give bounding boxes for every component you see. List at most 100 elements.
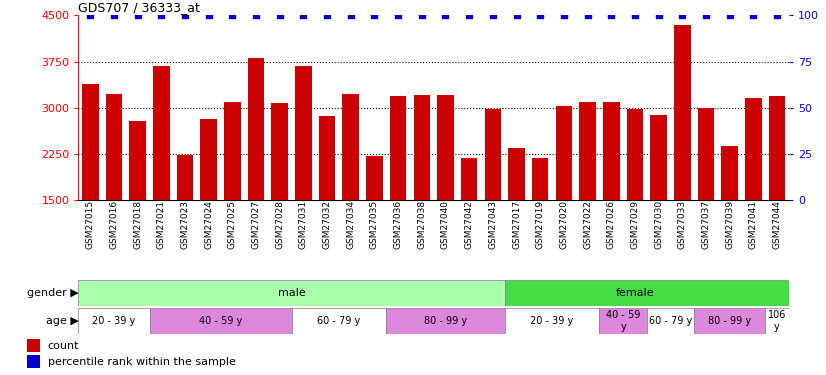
Text: 106
y: 106 y xyxy=(768,310,786,332)
Bar xyxy=(769,96,786,200)
Point xyxy=(297,12,310,18)
Text: GSM27024: GSM27024 xyxy=(204,200,213,249)
Bar xyxy=(674,24,691,200)
Bar xyxy=(295,66,311,200)
Point xyxy=(723,12,736,18)
Point xyxy=(605,12,618,18)
Text: GSM27027: GSM27027 xyxy=(252,200,260,249)
Bar xyxy=(319,116,335,200)
Text: GSM27035: GSM27035 xyxy=(370,200,379,249)
Text: GSM27033: GSM27033 xyxy=(678,200,686,249)
Bar xyxy=(224,102,240,200)
Bar xyxy=(603,102,620,200)
Text: GSM27029: GSM27029 xyxy=(630,200,639,249)
Text: age ▶: age ▶ xyxy=(45,316,78,326)
Bar xyxy=(387,308,505,334)
Text: GSM27018: GSM27018 xyxy=(133,200,142,249)
Point xyxy=(510,12,523,18)
Bar xyxy=(292,308,387,334)
Text: GSM27038: GSM27038 xyxy=(417,200,426,249)
Bar xyxy=(694,308,765,334)
Bar xyxy=(414,95,430,200)
Bar xyxy=(485,109,501,200)
Point xyxy=(154,12,168,18)
Text: GSM27028: GSM27028 xyxy=(275,200,284,249)
Bar xyxy=(130,122,146,200)
Bar xyxy=(600,308,647,334)
Point xyxy=(368,12,381,18)
Text: 20 - 39 y: 20 - 39 y xyxy=(93,316,135,326)
Point xyxy=(439,12,452,18)
Text: 40 - 59 y: 40 - 59 y xyxy=(199,316,242,326)
Text: GSM27041: GSM27041 xyxy=(749,200,757,249)
Point xyxy=(202,12,216,18)
Text: GSM27022: GSM27022 xyxy=(583,200,592,249)
Point xyxy=(700,12,713,18)
Text: 20 - 39 y: 20 - 39 y xyxy=(530,316,574,326)
Text: 60 - 79 y: 60 - 79 y xyxy=(317,316,361,326)
Bar xyxy=(505,308,600,334)
Text: GDS707 / 36333_at: GDS707 / 36333_at xyxy=(78,1,201,14)
Point xyxy=(652,12,665,18)
Point xyxy=(558,12,571,18)
Text: GSM27037: GSM27037 xyxy=(701,200,710,249)
Point xyxy=(320,12,334,18)
Point xyxy=(771,12,784,18)
Bar xyxy=(27,355,40,369)
Bar xyxy=(106,94,122,200)
Bar xyxy=(82,84,98,200)
Bar xyxy=(150,308,292,334)
Text: female: female xyxy=(615,288,654,298)
Text: GSM27023: GSM27023 xyxy=(181,200,189,249)
Text: 80 - 99 y: 80 - 99 y xyxy=(424,316,467,326)
Bar xyxy=(201,119,217,200)
Bar xyxy=(78,308,150,334)
Bar xyxy=(153,66,169,200)
Point xyxy=(83,12,97,18)
Text: GSM27042: GSM27042 xyxy=(465,200,473,249)
Point xyxy=(676,12,689,18)
Bar xyxy=(272,103,288,200)
Point xyxy=(107,12,121,18)
Text: GSM27025: GSM27025 xyxy=(228,200,237,249)
Text: GSM27034: GSM27034 xyxy=(346,200,355,249)
Point xyxy=(392,12,405,18)
Bar xyxy=(248,58,264,200)
Bar xyxy=(698,108,714,200)
Text: GSM27036: GSM27036 xyxy=(394,200,402,249)
Text: 60 - 79 y: 60 - 79 y xyxy=(648,316,692,326)
Bar xyxy=(647,308,694,334)
Point xyxy=(225,12,239,18)
Bar xyxy=(650,114,667,200)
Text: GSM27017: GSM27017 xyxy=(512,200,521,249)
Point xyxy=(629,12,642,18)
Point xyxy=(463,12,476,18)
Point xyxy=(249,12,263,18)
Bar xyxy=(508,148,525,200)
Text: gender ▶: gender ▶ xyxy=(26,288,78,298)
Text: GSM27016: GSM27016 xyxy=(110,200,118,249)
Text: male: male xyxy=(278,288,306,298)
Text: GSM27020: GSM27020 xyxy=(559,200,568,249)
Bar xyxy=(721,146,738,200)
Text: GSM27031: GSM27031 xyxy=(299,200,308,249)
Text: 80 - 99 y: 80 - 99 y xyxy=(708,316,751,326)
Bar xyxy=(505,280,789,306)
Text: GSM27044: GSM27044 xyxy=(772,200,781,249)
Text: GSM27032: GSM27032 xyxy=(323,200,331,249)
Point xyxy=(131,12,145,18)
Text: GSM27019: GSM27019 xyxy=(536,200,544,249)
Text: GSM27021: GSM27021 xyxy=(157,200,166,249)
Point xyxy=(415,12,429,18)
Text: GSM27039: GSM27039 xyxy=(725,200,734,249)
Bar xyxy=(765,308,789,334)
Bar xyxy=(27,339,40,352)
Bar xyxy=(366,156,382,200)
Text: count: count xyxy=(48,341,79,351)
Text: 40 - 59
y: 40 - 59 y xyxy=(606,310,640,332)
Text: GSM27040: GSM27040 xyxy=(441,200,450,249)
Bar xyxy=(627,109,643,200)
Bar xyxy=(745,98,762,200)
Bar xyxy=(343,94,359,200)
Bar xyxy=(437,95,453,200)
